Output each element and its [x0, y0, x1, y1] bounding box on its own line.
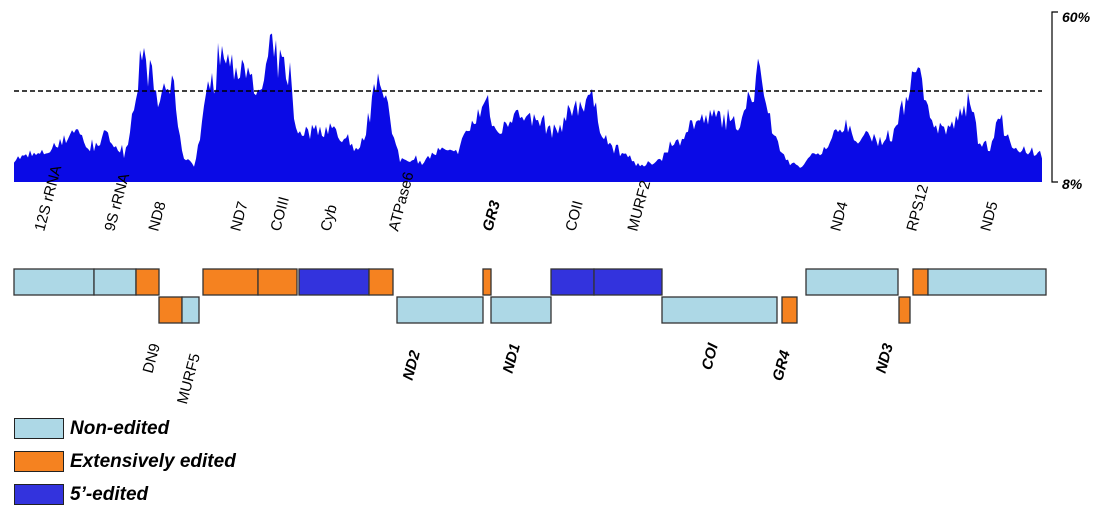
gene-block-nd8 [135, 268, 160, 296]
gene-block-dn9 [158, 296, 183, 324]
legend-item-five-prime-edited: 5’-edited [14, 478, 236, 511]
gene-label-nd1: ND1 [500, 342, 524, 375]
gene-label-dn9: DN9 [140, 342, 164, 375]
gene-label-murf5: MURF5 [174, 352, 204, 406]
gene-block-cyb [298, 268, 370, 296]
gene-label-nd3: ND3 [873, 341, 897, 375]
gene-block-gr3 [482, 268, 492, 296]
gene-label-rps12: RPS12 [903, 183, 932, 233]
gene-block-nd2 [396, 296, 484, 324]
gene-label-nd4: ND4 [827, 200, 851, 233]
gene-label-nd8: ND8 [145, 200, 169, 233]
gene-block-murf2 [593, 268, 663, 296]
legend-swatch-extensively-edited [14, 451, 64, 472]
gene-block-9s-rrna [93, 268, 137, 296]
gene-block-nd4 [805, 268, 899, 296]
gene-block-atpase6 [368, 268, 394, 296]
legend-item-non-edited: Non-edited [14, 412, 236, 445]
gene-block-nd3 [898, 296, 911, 324]
gene-block-nd7 [202, 268, 259, 296]
legend-swatch-five-prime-edited [14, 484, 64, 505]
gene-label-gr4: GR4 [769, 348, 794, 383]
legend-label-non-edited: Non-edited [70, 417, 170, 439]
coverage-profile [14, 33, 1042, 182]
scale-bottom-label: 8% [1062, 176, 1083, 192]
legend-swatch-non-edited [14, 418, 64, 439]
gene-label-coiii: COIII [267, 195, 292, 233]
gene-block-nd5 [927, 268, 1047, 296]
gene-block-12s-rrna [13, 268, 95, 296]
legend-label-extensively-edited: Extensively edited [70, 450, 236, 472]
gene-block-coi [661, 296, 778, 324]
legend-item-extensively-edited: Extensively edited [14, 445, 236, 478]
gene-block-nd1 [490, 296, 552, 324]
gene-label-cyb: Cyb [317, 203, 340, 233]
scale-top-label: 60% [1062, 9, 1091, 25]
legend-label-five-prime-edited: 5’-edited [70, 483, 149, 505]
gene-block-coiii [257, 268, 298, 296]
gene-label-coi: COI [699, 341, 723, 372]
legend: Non-edited Extensively edited 5’-edited [14, 412, 236, 511]
gene-label-gr3: GR3 [479, 198, 504, 233]
gene-block-murf5 [181, 296, 200, 324]
gene-label-nd7: ND7 [227, 200, 251, 233]
gene-block-gr4 [781, 296, 798, 324]
gene-block-coii [550, 268, 595, 296]
coverage-scale-bracket [1051, 11, 1058, 183]
gene-label-nd5: ND5 [977, 200, 1001, 233]
gene-label-coii: COII [562, 199, 586, 233]
gene-label-nd2: ND2 [400, 348, 424, 382]
gene-label-murf2: MURF2 [624, 179, 654, 233]
gene-block-rps12 [912, 268, 929, 296]
coverage-area [14, 33, 1042, 182]
